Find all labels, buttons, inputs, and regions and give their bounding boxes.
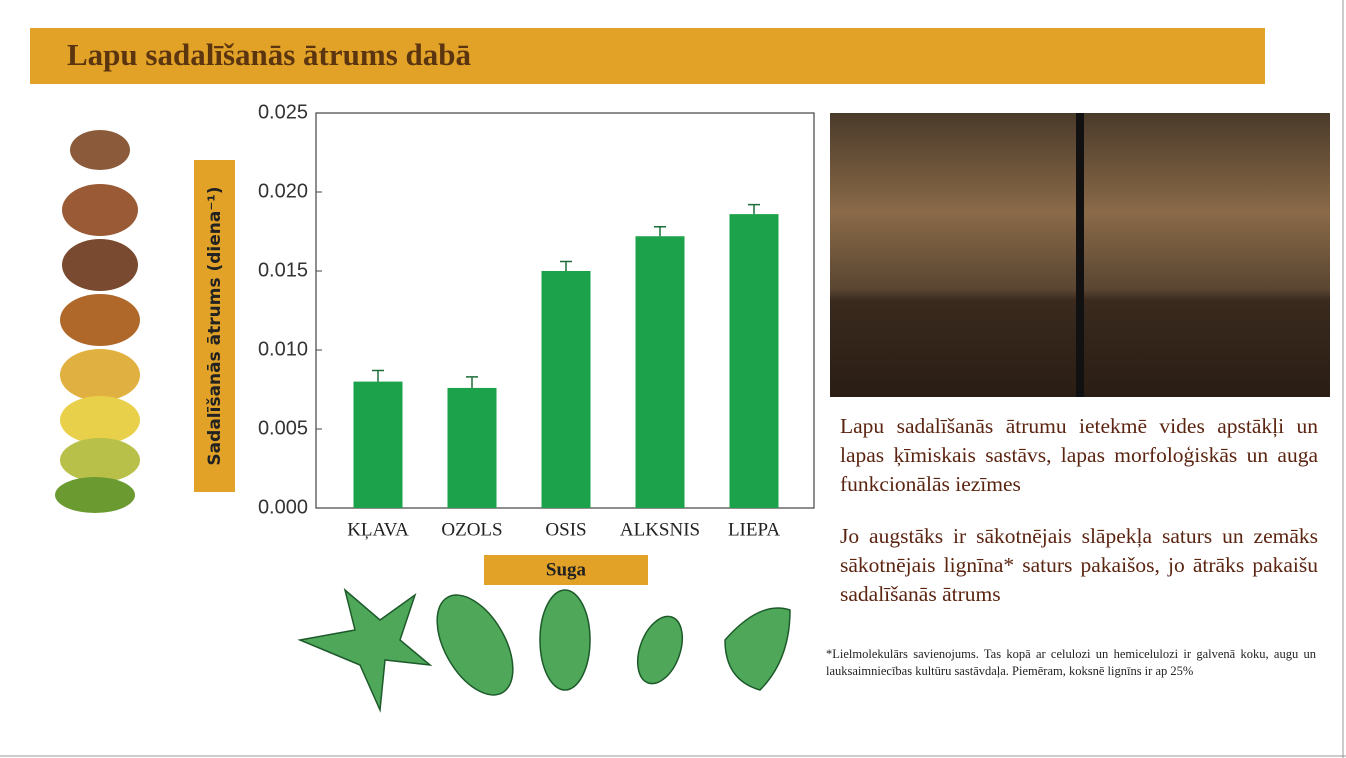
bar	[447, 387, 497, 508]
bar	[353, 381, 403, 508]
y-tick-label: 0.020	[258, 180, 308, 202]
x-tick-label: OSIS	[545, 519, 586, 540]
x-tick-label: OZOLS	[441, 519, 502, 540]
slide-title: Lapu sadalīšanās ātrums dabā	[67, 37, 471, 72]
error-bar	[466, 376, 478, 388]
x-tick-label: KĻAVA	[347, 519, 409, 540]
bar	[635, 236, 685, 509]
bar	[541, 271, 591, 508]
footnote: *Lielmolekulārs savienojums. Tas kopā ar…	[826, 647, 1316, 678]
error-bar	[372, 369, 384, 382]
leaf-icons	[297, 587, 791, 713]
y-tick-label: 0.015	[258, 259, 308, 281]
x-tick-label: ALKSNIS	[620, 519, 700, 540]
x-label-box	[484, 555, 648, 585]
error-bar	[654, 226, 666, 237]
leaf-strip	[55, 130, 140, 513]
y-tick-label: 0.005	[258, 417, 308, 439]
y-tick-label: 0.010	[258, 338, 308, 360]
paragraph: Lapu sadalīšanās ātrumu ietekmē vides ap…	[840, 414, 1318, 496]
y-tick-label: 0.000	[258, 496, 308, 518]
error-bar	[560, 260, 572, 271]
paragraph: Jo augstāks ir sākotnējais slāpekļa satu…	[840, 524, 1318, 606]
y-label-box	[194, 160, 235, 492]
photo-divider	[1076, 113, 1084, 397]
x-axis-label: Suga	[546, 559, 587, 580]
bar	[729, 214, 779, 508]
y-tick-label: 0.025	[258, 101, 308, 123]
y-axis-label: Sadalīšanās ātrums (diena⁻¹)	[205, 186, 225, 465]
error-bar	[748, 203, 760, 215]
x-tick-label: LIEPA	[728, 519, 780, 540]
title-bar	[30, 28, 1265, 84]
